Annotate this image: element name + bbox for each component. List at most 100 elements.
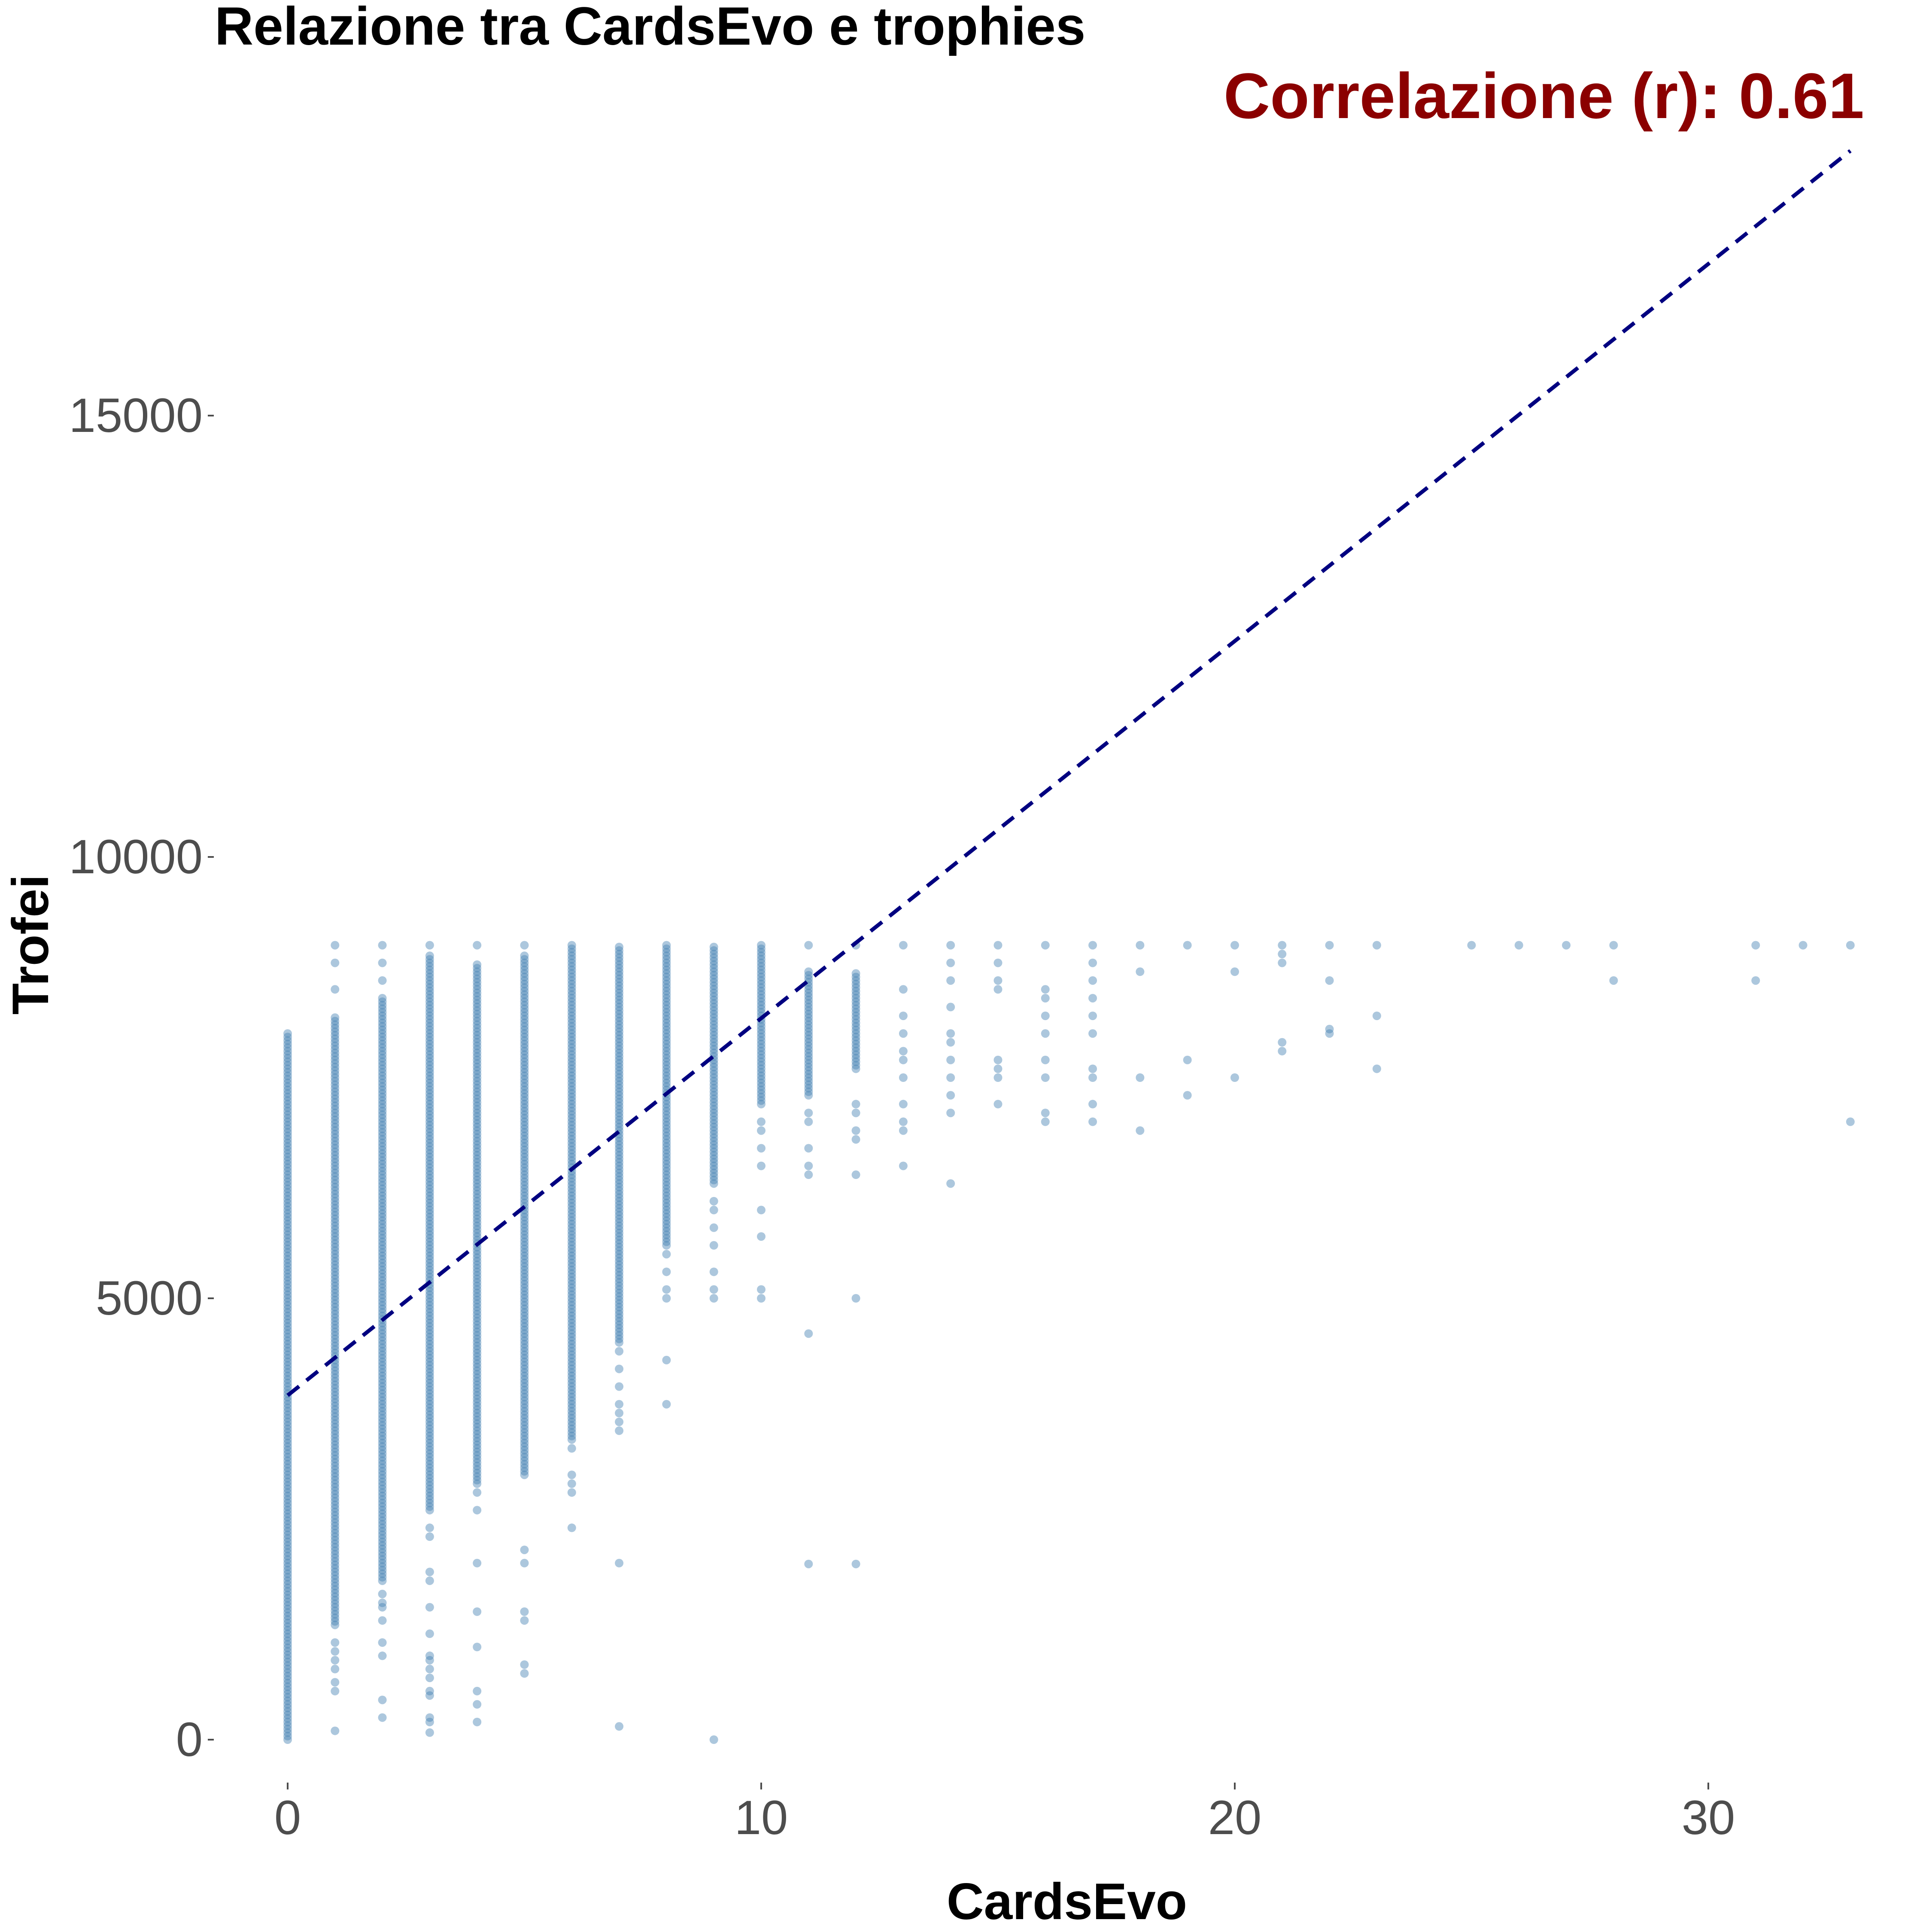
data-point [283, 1333, 292, 1342]
data-point [473, 1190, 482, 1199]
data-point [520, 1669, 529, 1678]
data-point [615, 1197, 624, 1206]
data-point [804, 1052, 813, 1061]
data-point [804, 988, 813, 997]
data-point [1136, 967, 1145, 976]
data-point [804, 999, 813, 1008]
data-point [473, 1211, 482, 1220]
data-point [804, 985, 813, 994]
data-point [378, 1435, 387, 1444]
data-point [615, 1069, 624, 1078]
data-point [378, 1638, 387, 1647]
data-point [331, 1257, 340, 1266]
data-point [520, 1061, 529, 1070]
data-point [567, 1368, 576, 1377]
data-point [425, 1209, 434, 1218]
data-point [331, 1264, 340, 1273]
data-point [425, 1312, 434, 1321]
data-point [331, 1109, 340, 1118]
data-point [520, 1266, 529, 1275]
data-point [520, 1414, 529, 1423]
data-point [473, 1349, 482, 1358]
data-point [757, 1068, 766, 1077]
data-point [331, 1041, 340, 1050]
data-point [425, 1008, 434, 1017]
data-point [331, 1567, 340, 1577]
data-point [331, 1349, 340, 1358]
data-point [1041, 1029, 1050, 1038]
data-point [378, 1527, 387, 1536]
data-point [378, 1262, 387, 1271]
data-point [283, 1654, 292, 1663]
y-tick-label: 0 [176, 1713, 203, 1766]
data-point [709, 1017, 718, 1026]
data-point [567, 1170, 576, 1179]
data-point [1846, 1117, 1855, 1126]
data-point [425, 1057, 434, 1066]
data-point [1183, 1055, 1192, 1064]
data-point [567, 1114, 576, 1123]
data-point [378, 1093, 387, 1102]
data-point [662, 1202, 671, 1211]
data-point [283, 1036, 292, 1045]
data-point [425, 1431, 434, 1440]
data-point [709, 1172, 718, 1181]
data-point [615, 1242, 624, 1252]
data-point [331, 941, 340, 950]
data-point [520, 993, 529, 1002]
data-point [473, 1352, 482, 1361]
data-point [425, 1244, 434, 1253]
data-point [378, 1227, 387, 1236]
data-point [283, 1626, 292, 1635]
data-point [331, 1686, 340, 1695]
data-point [851, 997, 860, 1006]
data-point [520, 1039, 529, 1048]
data-point [615, 992, 624, 1001]
data-point [804, 1055, 813, 1064]
data-point [331, 1151, 340, 1160]
data-point [331, 1147, 340, 1156]
data-point [378, 1481, 387, 1490]
data-point [567, 1255, 576, 1264]
data-point [473, 1433, 482, 1442]
data-point [1041, 993, 1050, 1002]
data-point [283, 1650, 292, 1659]
data-point [804, 1084, 813, 1093]
data-point [331, 1253, 340, 1262]
data-point [473, 985, 482, 994]
data-point [709, 992, 718, 1001]
data-point [804, 1017, 813, 1026]
data-point [1467, 941, 1476, 950]
data-point [615, 1038, 624, 1047]
data-point [662, 1160, 671, 1169]
data-point [283, 1135, 292, 1144]
data-point [378, 1071, 387, 1080]
data-point [615, 1271, 624, 1280]
data-point [520, 1558, 529, 1567]
data-point [378, 1039, 387, 1048]
data-point [331, 1313, 340, 1322]
data-point [520, 1107, 529, 1116]
data-point [331, 1553, 340, 1562]
data-point [567, 1403, 576, 1412]
data-point [520, 1312, 529, 1321]
data-point [1230, 967, 1239, 976]
data-point [425, 1166, 434, 1176]
data-point [899, 1161, 908, 1170]
data-point [378, 1492, 387, 1501]
data-point [283, 1403, 292, 1412]
data-point [567, 1096, 576, 1105]
data-point [473, 1059, 482, 1068]
data-point [473, 1345, 482, 1354]
data-point [425, 1329, 434, 1338]
data-point [851, 1061, 860, 1070]
data-point [378, 1156, 387, 1165]
data-point [804, 1009, 813, 1018]
data-point [331, 1342, 340, 1351]
data-point [520, 1220, 529, 1229]
data-point [425, 1142, 434, 1151]
data-point [946, 1029, 955, 1038]
data-point [283, 1139, 292, 1148]
data-point [520, 1244, 529, 1253]
data-point [425, 987, 434, 996]
